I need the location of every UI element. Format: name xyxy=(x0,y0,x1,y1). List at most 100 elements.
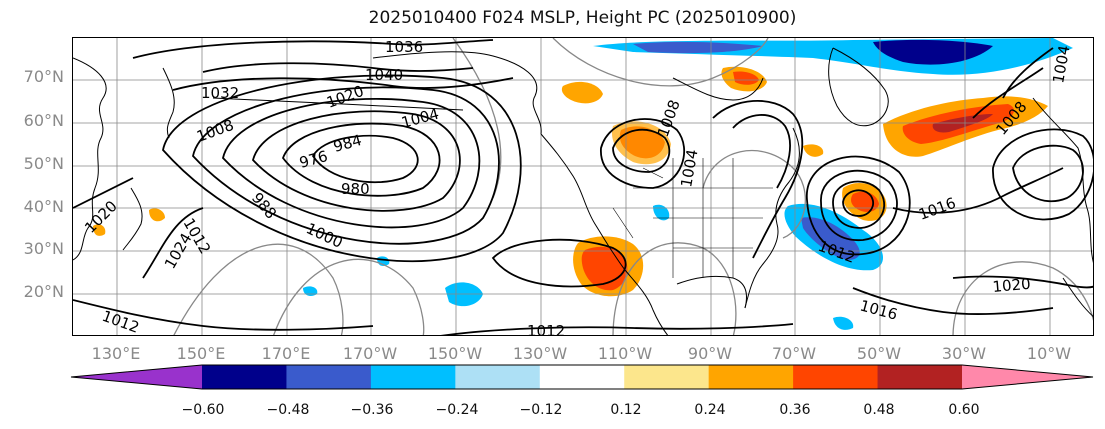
colorbar-extend-high xyxy=(962,365,1093,389)
contour-1016-atlantic xyxy=(892,167,1064,214)
aleutian-low-4 xyxy=(222,98,481,229)
isobar-label-988: 988 xyxy=(248,189,280,223)
lon-label-170e: 170°E xyxy=(261,344,311,363)
atlantic-low-4 xyxy=(806,155,911,256)
colorbar-extend-low xyxy=(71,365,202,389)
alaska xyxy=(372,51,542,135)
lon-label-10w: 10°W xyxy=(1026,344,1072,363)
isobar-label-1020-atlantic: 1020 xyxy=(992,275,1032,296)
atlantic-low-3 xyxy=(820,169,898,241)
contour-1008-europe xyxy=(972,67,1044,119)
contour-1016-south xyxy=(852,287,1054,315)
lon-label-150w: 150°W xyxy=(427,344,483,363)
colorbar-tick-9: 0.60 xyxy=(948,402,980,418)
europe-high-2 xyxy=(992,128,1093,221)
lon-label-110w: 110°W xyxy=(597,344,653,363)
isobar-label-1012-south: 1012 xyxy=(527,322,565,336)
contour-1012-south xyxy=(440,323,794,335)
colorbar-tick-1: −0.48 xyxy=(266,402,310,418)
neg-anomaly-pacific-spot2 xyxy=(303,286,318,296)
aleutian-low-3 xyxy=(252,110,461,212)
contour-1032 xyxy=(172,77,514,91)
lon-label-130w: 130°W xyxy=(512,344,568,363)
isobar-label-1016-atlantic: 1016 xyxy=(916,194,958,224)
aleutian-low-5 xyxy=(192,86,500,245)
colorbar-tick-4: −0.12 xyxy=(519,402,563,418)
colorbar-tick-7: 0.36 xyxy=(779,402,811,418)
lon-label-130e: 130°E xyxy=(91,344,141,363)
aleutian-low-2 xyxy=(281,122,441,197)
pos-anomaly-west-pacific2 xyxy=(93,224,106,236)
isobar-label-1012-west: 1012 xyxy=(100,307,142,336)
north-america-west-coast xyxy=(540,133,669,335)
greenland xyxy=(828,47,889,127)
lat-label-40n: 40°N xyxy=(23,197,64,216)
lon-label-50w: 50°W xyxy=(856,344,902,363)
asia-east-coast xyxy=(73,57,107,261)
colorbar-segment xyxy=(708,365,794,389)
neg-anomaly-pacific-spot4 xyxy=(653,204,670,221)
east-us-trough-1 xyxy=(712,100,804,259)
neg-anomaly-north-mid xyxy=(633,41,763,54)
pacific-nw-low-2 xyxy=(600,118,686,189)
east-us-trough-2 xyxy=(732,114,791,189)
aleutians xyxy=(212,97,464,111)
height-pc-circles xyxy=(173,38,1093,335)
hudson-bay xyxy=(672,77,764,101)
isobar-label-1020: 1020 xyxy=(324,82,366,112)
africa-coast xyxy=(1062,277,1093,317)
colorbar-tick-2: −0.36 xyxy=(350,402,394,418)
colorbar-segment xyxy=(455,365,541,389)
colorbar-tick-6: 0.24 xyxy=(694,402,726,418)
pos-anomaly-hudson-core xyxy=(733,71,759,85)
map-panel: 1036 1040 1032 1020 1008 1004 976 984 98… xyxy=(72,37,1094,336)
aleutian-low-6 xyxy=(162,74,522,262)
pos-anomaly-west-pacific xyxy=(149,208,165,222)
europe-coast xyxy=(1032,97,1093,263)
neg-anomaly-caribbean xyxy=(833,316,854,330)
isobar-label-1004-pacnw: 1004 xyxy=(677,148,701,189)
contour-1036 xyxy=(132,39,494,59)
aleutian-low-1 xyxy=(311,134,419,184)
europe-high-1 xyxy=(1012,144,1084,203)
map-canvas: 1036 1040 1032 1020 1008 1004 976 984 98… xyxy=(73,38,1093,336)
lon-label-70w: 70°W xyxy=(771,344,817,363)
contour-1012-west xyxy=(73,299,374,331)
lon-label-170w: 170°W xyxy=(342,344,398,363)
lon-label-90w: 90°W xyxy=(687,344,733,363)
japan xyxy=(122,187,143,251)
neg-anomaly-north-core xyxy=(873,39,993,65)
us-state-lines xyxy=(612,158,773,278)
lon-label-30w: 30°W xyxy=(941,344,987,363)
contour-1020-west xyxy=(73,177,134,209)
contour-1020-atlantic xyxy=(952,275,1093,289)
colorbar-segments xyxy=(71,365,1093,389)
colorbar xyxy=(70,364,1094,390)
neg-anomaly-atlantic-core xyxy=(801,217,860,260)
colorbar-tick-0: −0.60 xyxy=(181,402,225,418)
colorbar-tick-8: 0.48 xyxy=(863,402,895,418)
isobar-label-1016-south: 1016 xyxy=(858,296,900,323)
atlantic-low-1 xyxy=(842,189,874,217)
isobar-label-984: 984 xyxy=(331,131,363,156)
lat-label-20n: 20°N xyxy=(23,282,64,301)
colorbar-segment xyxy=(539,365,625,389)
kamchatka xyxy=(162,67,175,139)
isobar-label-1032: 1032 xyxy=(201,84,239,102)
colorbar-tick-5: 0.12 xyxy=(610,402,642,418)
lon-label-150e: 150°E xyxy=(176,344,226,363)
colorbar-tick-3: −0.24 xyxy=(435,402,479,418)
subtropical-high xyxy=(491,238,627,288)
pos-anomaly-atlantic-small xyxy=(803,144,824,157)
colorbar-segment xyxy=(286,365,372,389)
pos-anomaly-alaska xyxy=(561,81,603,104)
lat-label-30n: 30°N xyxy=(23,239,64,258)
colorbar-segment xyxy=(877,365,963,389)
isobar-label-1008: 1008 xyxy=(194,116,236,146)
contour-1040 xyxy=(202,62,474,73)
isobar-label-1036: 1036 xyxy=(385,38,423,56)
colorbar-segment xyxy=(202,365,287,389)
colorbar-segment xyxy=(370,365,456,389)
isobar-label-1000: 1000 xyxy=(303,219,345,251)
lat-label-50n: 50°N xyxy=(23,154,64,173)
